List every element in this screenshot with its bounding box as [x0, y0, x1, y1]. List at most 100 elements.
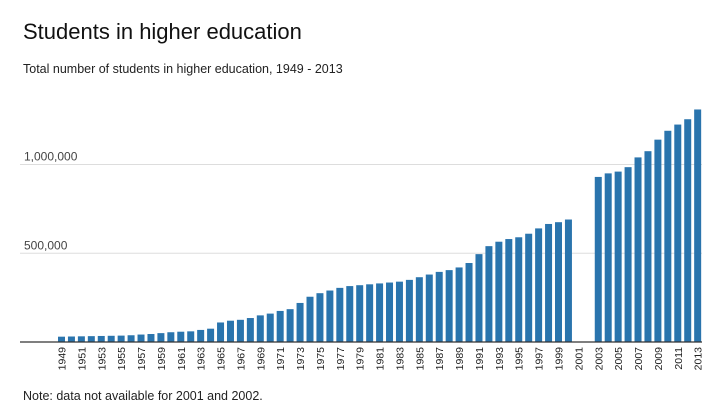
- bar-1966: [226, 320, 234, 342]
- bar-2008: [644, 151, 652, 342]
- chart-subtitle: Total number of students in higher educa…: [23, 62, 343, 76]
- bar-1976: [326, 290, 334, 342]
- bar-2006: [624, 167, 632, 342]
- x-tick-label: 1977: [335, 347, 347, 371]
- x-tick-label: 1991: [474, 347, 486, 371]
- bar-1977: [336, 287, 344, 342]
- bar-1960: [167, 332, 175, 342]
- bar-2010: [664, 130, 672, 342]
- bar-1994: [505, 239, 513, 342]
- chart-note: Note: data not available for 2001 and 20…: [23, 389, 263, 403]
- bar-1990: [465, 263, 473, 342]
- bar-1951: [77, 336, 85, 342]
- bar-1968: [246, 318, 254, 342]
- y-tick-label: 1,000,000: [24, 150, 78, 164]
- bar-1952: [87, 336, 95, 342]
- bar-2009: [654, 139, 662, 342]
- bar-1963: [197, 329, 205, 342]
- x-tick-label: 1981: [375, 347, 387, 371]
- bar-2007: [634, 157, 642, 342]
- bar-1974: [306, 296, 314, 342]
- bar-2011: [674, 124, 682, 342]
- x-tick-label: 1993: [494, 347, 506, 371]
- x-tick-label: 1959: [156, 347, 168, 371]
- x-tick-label: 1979: [355, 347, 367, 371]
- x-tick-label: 1969: [255, 347, 267, 371]
- bar-1978: [346, 286, 354, 342]
- x-tick-label: 1999: [554, 347, 566, 371]
- bar-1971: [276, 310, 284, 342]
- bar-1956: [127, 335, 135, 342]
- bar-1989: [455, 267, 463, 342]
- bar-2004: [604, 173, 612, 342]
- x-tick-label: 1983: [394, 347, 406, 371]
- bar-1954: [107, 335, 115, 342]
- x-tick-label: 1985: [414, 347, 426, 371]
- bar-1999: [555, 222, 562, 342]
- bar-2005: [614, 171, 622, 342]
- x-tick-label: 1973: [295, 347, 307, 371]
- x-tick-label: 1957: [136, 347, 148, 371]
- bar-1970: [266, 313, 274, 342]
- bar-1987: [435, 271, 443, 342]
- bar-1984: [405, 279, 413, 342]
- bar-1985: [415, 277, 423, 342]
- bar-1983: [395, 281, 403, 342]
- x-tick-label: 2011: [673, 347, 685, 370]
- bar-2013: [694, 109, 702, 342]
- x-tick-label: 1997: [534, 347, 546, 371]
- bar-1980: [366, 284, 374, 342]
- bar-1957: [137, 334, 145, 342]
- bar-2000: [564, 219, 572, 342]
- x-tick-label: 2009: [653, 347, 665, 371]
- x-tick-label: 1965: [216, 347, 228, 371]
- x-tick-label: 1971: [275, 347, 287, 371]
- bar-1972: [286, 309, 294, 342]
- bar-1962: [187, 331, 195, 342]
- x-tick-label: 2013: [693, 347, 705, 371]
- chart-title: Students in higher education: [23, 19, 302, 44]
- bar-1973: [296, 302, 304, 342]
- x-tick-label: 1961: [176, 347, 188, 371]
- x-tick-label: 1967: [235, 347, 247, 371]
- bar-1981: [376, 283, 384, 342]
- bar-1997: [535, 228, 543, 342]
- y-tick-label: 500,000: [24, 238, 68, 252]
- bar-1996: [525, 233, 533, 342]
- x-tick-label: 1955: [116, 347, 128, 371]
- x-tick-label: 1995: [514, 347, 526, 371]
- x-tick-label: 2001: [573, 347, 585, 371]
- bar-1953: [97, 335, 105, 342]
- bar-1950: [67, 336, 75, 342]
- bar-2012: [684, 119, 692, 342]
- x-tick-label: 2003: [593, 347, 605, 371]
- bar-1961: [177, 331, 185, 342]
- bar-1992: [485, 246, 493, 342]
- bar-1991: [475, 254, 483, 342]
- bar-1967: [236, 319, 244, 342]
- bar-1993: [495, 241, 503, 342]
- bar-1986: [425, 274, 433, 342]
- x-tick-label: 1949: [57, 347, 69, 371]
- bar-1995: [515, 237, 523, 342]
- x-tick-label: 1953: [96, 347, 108, 371]
- bar-1958: [147, 334, 155, 342]
- bar-1969: [256, 315, 264, 342]
- bar-1959: [157, 333, 165, 342]
- bar-2003: [594, 176, 602, 342]
- bar-1975: [316, 293, 324, 342]
- x-tick-label: 1963: [196, 347, 208, 371]
- x-tick-label: 1975: [315, 347, 327, 371]
- x-tick-label: 1989: [454, 347, 466, 371]
- x-tick-label: 2005: [613, 347, 625, 371]
- x-tick-label: 1951: [76, 347, 88, 371]
- bar-1998: [545, 223, 553, 342]
- bar-1988: [445, 270, 453, 342]
- bar-1979: [356, 285, 364, 342]
- bar-1965: [217, 322, 225, 342]
- x-tick-label: 1987: [434, 347, 446, 371]
- x-tick-label: 2007: [633, 347, 645, 371]
- bar-1964: [207, 328, 215, 342]
- bar-1982: [386, 282, 394, 342]
